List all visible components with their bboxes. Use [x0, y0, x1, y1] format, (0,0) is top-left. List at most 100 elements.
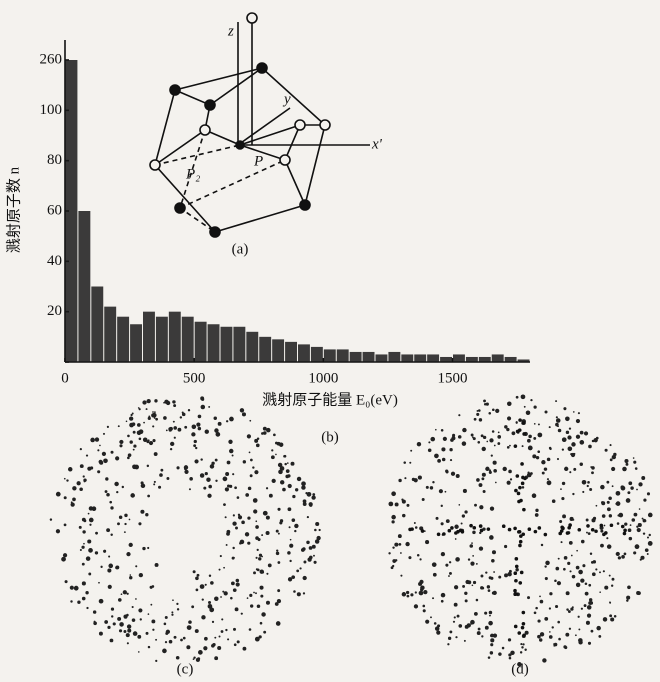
- dot: [566, 608, 568, 610]
- dot: [79, 487, 83, 491]
- dot: [237, 640, 240, 643]
- dot: [259, 554, 262, 557]
- dot: [566, 591, 570, 595]
- dot: [522, 486, 524, 488]
- dot: [567, 435, 571, 439]
- dot: [201, 405, 206, 410]
- dot: [515, 568, 518, 571]
- dot: [607, 507, 611, 511]
- dot: [518, 486, 522, 490]
- bar: [130, 324, 142, 362]
- page: 溅射原子数 n 溅射原子能量 E₀(eV) (b) (a) (c) (d) z …: [0, 0, 660, 682]
- dot: [228, 440, 232, 444]
- dot: [205, 584, 207, 586]
- dot: [100, 566, 102, 568]
- dot: [535, 509, 538, 512]
- dot: [436, 631, 440, 635]
- dot: [406, 504, 409, 507]
- dot: [639, 508, 641, 510]
- bar: [285, 342, 297, 362]
- dot: [545, 577, 548, 580]
- dot: [288, 507, 292, 511]
- dot: [516, 421, 518, 423]
- dot: [290, 539, 292, 541]
- dot: [118, 598, 122, 602]
- dot: [219, 569, 221, 571]
- dot: [291, 462, 295, 466]
- dot: [292, 495, 295, 498]
- dot: [528, 527, 532, 531]
- dot: [544, 533, 548, 537]
- dot: [598, 635, 601, 638]
- dot: [127, 435, 130, 438]
- dot: [637, 591, 641, 595]
- dot: [576, 435, 580, 439]
- dot: [485, 467, 489, 471]
- dot: [247, 597, 249, 599]
- dot: [80, 448, 82, 450]
- dot: [536, 456, 539, 459]
- dot: [544, 565, 546, 567]
- dot: [121, 593, 123, 595]
- dot: [56, 529, 60, 533]
- dot: [263, 431, 267, 435]
- caption: (c): [177, 661, 194, 677]
- dot: [515, 565, 519, 569]
- dot: [83, 519, 86, 522]
- dot: [472, 584, 474, 586]
- dot: [247, 434, 251, 438]
- dot: [152, 629, 154, 631]
- dot: [602, 514, 606, 518]
- dot: [56, 492, 61, 497]
- dot: [479, 547, 483, 551]
- dot: [480, 575, 483, 578]
- dot: [448, 575, 450, 577]
- dot: [611, 585, 613, 587]
- bar: [388, 352, 400, 362]
- dot: [104, 620, 108, 624]
- dot: [400, 575, 402, 577]
- dot: [623, 532, 627, 536]
- dot: [504, 545, 507, 548]
- dot: [110, 534, 112, 536]
- dot: [79, 526, 82, 529]
- dot: [611, 467, 615, 471]
- dot: [645, 548, 649, 552]
- y-tick-label: 100: [40, 102, 63, 118]
- dot: [147, 495, 150, 498]
- dot: [490, 506, 494, 510]
- dot: [580, 431, 584, 435]
- dot: [592, 572, 596, 576]
- dot: [526, 410, 531, 415]
- dot: [472, 531, 475, 534]
- dot: [256, 568, 258, 570]
- dot: [609, 602, 611, 604]
- dot: [549, 448, 551, 450]
- dot: [648, 541, 653, 546]
- bar: [246, 332, 258, 362]
- dot: [239, 542, 242, 545]
- dot: [606, 481, 609, 484]
- dot: [577, 528, 581, 532]
- dot: [203, 487, 206, 490]
- dot: [567, 562, 570, 565]
- dot: [480, 529, 484, 533]
- dot: [502, 524, 506, 528]
- dot: [599, 591, 601, 593]
- dot: [445, 470, 448, 473]
- dot: [235, 607, 239, 611]
- dot: [419, 591, 424, 596]
- dot: [473, 581, 476, 584]
- dot: [640, 559, 642, 561]
- dot: [513, 589, 517, 593]
- dot: [176, 656, 180, 660]
- dot: [193, 570, 196, 573]
- dot: [266, 428, 271, 433]
- dot: [64, 524, 67, 527]
- dot: [395, 559, 397, 561]
- dot: [462, 428, 466, 432]
- dot: [589, 598, 592, 601]
- dot: [558, 429, 562, 433]
- dot: [108, 585, 112, 589]
- dot: [492, 591, 495, 594]
